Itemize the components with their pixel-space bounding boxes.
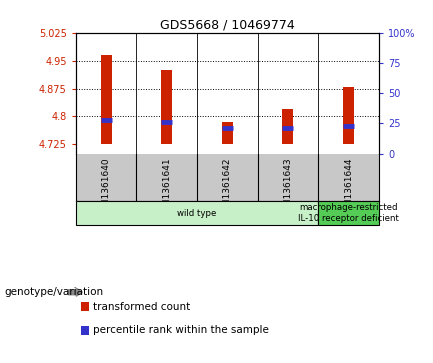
Bar xyxy=(161,70,172,144)
Bar xyxy=(222,122,233,144)
Text: GSM1361640: GSM1361640 xyxy=(102,158,110,218)
Bar xyxy=(343,87,354,144)
Text: wild type: wild type xyxy=(178,209,216,218)
Text: transformed count: transformed count xyxy=(93,302,191,312)
Text: macrophage-restricted
IL-10 receptor deficient: macrophage-restricted IL-10 receptor def… xyxy=(298,204,399,223)
Bar xyxy=(318,201,379,225)
Text: percentile rank within the sample: percentile rank within the sample xyxy=(93,325,269,335)
Text: GSM1361644: GSM1361644 xyxy=(344,158,353,218)
Text: GSM1361641: GSM1361641 xyxy=(162,158,171,218)
Text: GSM1361643: GSM1361643 xyxy=(284,158,292,218)
Text: GSM1361642: GSM1361642 xyxy=(223,158,232,218)
Text: genotype/variation: genotype/variation xyxy=(4,287,103,297)
Bar xyxy=(76,201,318,225)
Title: GDS5668 / 10469774: GDS5668 / 10469774 xyxy=(160,19,295,32)
Bar xyxy=(282,109,294,144)
Bar xyxy=(100,55,112,144)
